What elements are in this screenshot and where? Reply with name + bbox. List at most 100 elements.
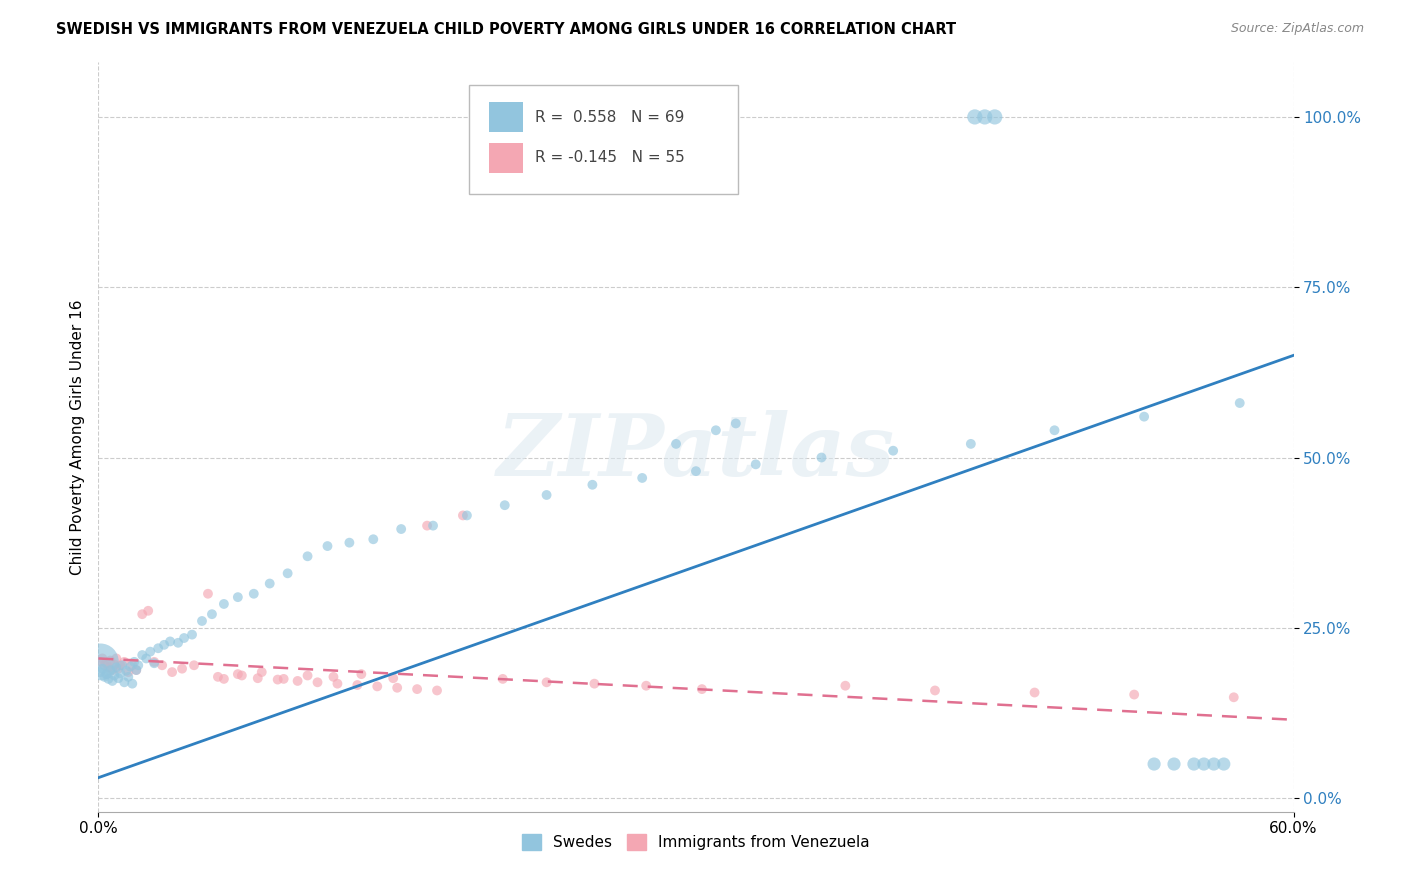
Point: [297, 549, 319, 564]
Point: [316, 539, 339, 553]
Text: ZIPatlas: ZIPatlas: [496, 410, 896, 494]
Point: [112, 655, 135, 669]
Point: [98, 653, 122, 667]
Point: [143, 657, 166, 671]
Point: [1143, 757, 1166, 772]
Point: [250, 665, 273, 679]
Point: [451, 508, 474, 523]
Point: [536, 675, 558, 690]
Point: [277, 566, 299, 581]
Point: [115, 664, 138, 678]
Point: [389, 522, 412, 536]
Point: [91, 651, 114, 665]
Point: [259, 576, 281, 591]
Point: [350, 667, 373, 681]
Point: [181, 627, 204, 641]
Point: [1229, 396, 1251, 410]
Point: [973, 110, 995, 124]
Point: [416, 518, 439, 533]
Point: [1223, 690, 1246, 705]
Point: [536, 488, 558, 502]
Point: [131, 648, 153, 662]
Point: [172, 662, 194, 676]
Point: [159, 634, 181, 648]
Point: [690, 682, 713, 697]
Point: [110, 658, 132, 673]
Legend: Swedes, Immigrants from Venezuela: Swedes, Immigrants from Venezuela: [516, 829, 876, 856]
Point: [96, 667, 118, 681]
Point: [201, 607, 224, 622]
Point: [636, 679, 658, 693]
Text: Source: ZipAtlas.com: Source: ZipAtlas.com: [1230, 22, 1364, 36]
Bar: [489, 103, 523, 132]
Point: [103, 668, 125, 682]
Point: [243, 587, 266, 601]
Point: [307, 675, 329, 690]
Point: [685, 464, 707, 478]
Point: [93, 658, 115, 673]
Point: [89, 655, 111, 669]
Point: [366, 679, 388, 693]
Point: [326, 676, 349, 690]
Point: [363, 533, 385, 547]
Point: [212, 672, 235, 686]
Point: [426, 683, 449, 698]
Point: [385, 681, 409, 695]
Point: [1024, 685, 1046, 699]
Point: [125, 663, 148, 677]
Point: [153, 638, 176, 652]
Point: [117, 665, 139, 679]
Point: [148, 641, 170, 656]
Point: [110, 666, 132, 681]
Point: [107, 662, 129, 676]
Point: [339, 535, 361, 549]
Point: [121, 676, 143, 690]
Point: [226, 590, 249, 604]
Point: [1182, 757, 1205, 772]
Point: [1123, 688, 1146, 702]
Point: [246, 671, 269, 685]
Text: SWEDISH VS IMMIGRANTS FROM VENEZUELA CHILD POVERTY AMONG GIRLS UNDER 16 CORRELAT: SWEDISH VS IMMIGRANTS FROM VENEZUELA CHI…: [56, 22, 956, 37]
FancyBboxPatch shape: [470, 85, 738, 194]
Point: [135, 651, 157, 665]
Point: [1192, 757, 1215, 772]
Point: [810, 450, 832, 465]
Point: [704, 423, 727, 437]
Point: [101, 663, 124, 677]
Point: [191, 614, 214, 628]
Point: [494, 498, 516, 512]
Point: [91, 662, 114, 676]
Point: [492, 672, 515, 686]
Point: [89, 655, 111, 669]
Point: [125, 663, 148, 677]
Point: [173, 631, 195, 645]
Point: [143, 655, 166, 669]
Point: [212, 597, 235, 611]
Point: [207, 670, 229, 684]
Point: [346, 678, 368, 692]
Y-axis label: Child Poverty Among Girls Under 16: Child Poverty Among Girls Under 16: [69, 300, 84, 574]
Point: [96, 657, 118, 671]
Point: [197, 587, 219, 601]
Point: [93, 670, 115, 684]
Point: [834, 679, 856, 693]
Point: [882, 443, 904, 458]
Point: [231, 668, 253, 682]
Point: [631, 471, 654, 485]
Point: [1212, 757, 1234, 772]
Point: [273, 672, 295, 686]
Point: [121, 658, 143, 673]
Point: [406, 682, 429, 697]
Point: [382, 671, 405, 685]
Point: [1133, 409, 1156, 424]
Point: [583, 676, 606, 690]
Point: [1163, 757, 1185, 772]
Point: [160, 665, 183, 679]
Point: [111, 658, 134, 673]
Point: [120, 659, 142, 673]
Point: [183, 658, 205, 673]
Point: [98, 663, 122, 677]
Point: [124, 655, 146, 669]
Point: [117, 670, 139, 684]
Point: [103, 657, 125, 672]
